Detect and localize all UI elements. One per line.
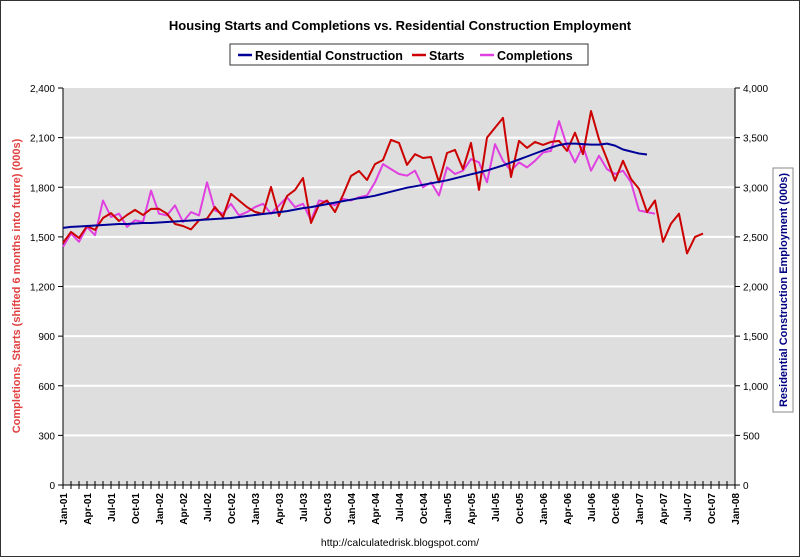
series-line-starts (62, 110, 704, 255)
x-tick-label: Jul-04 (395, 493, 406, 522)
y-axis-left-label: Completions, Starts (shifted 6 months in… (11, 138, 23, 433)
y-tick-label-left: 1,800 (30, 183, 55, 194)
x-tick-label: Apr-02 (179, 493, 190, 525)
legend-label-residential: Residential Construction (255, 49, 403, 63)
legend-label-completions: Completions (497, 49, 573, 63)
x-tick-label: Oct-02 (227, 493, 238, 525)
y-axis-right-label: Residential Construction Employment (000… (778, 173, 790, 407)
legend: Residential Construction Starts Completi… (229, 43, 589, 66)
x-tick-label: Jul-01 (107, 493, 118, 522)
x-tick-label: Oct-03 (323, 493, 334, 525)
x-tick-label: Jul-07 (683, 493, 694, 522)
x-tick-label: Jul-06 (587, 493, 598, 522)
chart-title: Housing Starts and Completions vs. Resid… (169, 18, 632, 33)
x-tick-label: Jan-06 (539, 493, 550, 525)
x-tick-label: Apr-05 (467, 493, 478, 525)
y-tick-label-right: 3,500 (743, 134, 768, 145)
x-tick-label: Apr-06 (563, 493, 574, 525)
x-tick-label: Jul-05 (491, 493, 502, 522)
y-tick-label-left: 0 (49, 481, 55, 492)
y-tick-label-left: 2,400 (30, 84, 55, 95)
y-tick-label-right: 3,000 (743, 183, 768, 194)
y-tick-label-right: 1,000 (743, 382, 768, 393)
x-tick-label: Jul-03 (299, 493, 310, 522)
y-tick-label-right: 4,000 (743, 84, 768, 95)
x-tick-label: Jan-01 (59, 493, 70, 525)
y-tick-label-left: 900 (38, 332, 55, 343)
y-tick-label-left: 300 (38, 431, 55, 442)
y-tick-label-right: 0 (743, 481, 749, 492)
footer-url: http://calculatedrisk.blogspot.com/ (321, 537, 479, 549)
x-tick-label: Oct-06 (611, 493, 622, 525)
legend-label-starts: Starts (429, 49, 464, 63)
x-tick-label: Oct-05 (515, 493, 526, 525)
x-tick-label: Jan-03 (251, 493, 262, 525)
x-tick-label: Jul-02 (203, 493, 214, 522)
y-tick-label-right: 500 (743, 431, 760, 442)
x-tick-label: Apr-07 (659, 493, 670, 525)
y-tick-label-left: 1,200 (30, 283, 55, 294)
x-tick-label: Apr-01 (83, 493, 94, 525)
x-tick-label: Oct-04 (419, 493, 430, 525)
x-tick-label: Jan-02 (155, 493, 166, 525)
x-tick-label: Jan-04 (347, 493, 358, 525)
x-tick-label: Apr-04 (371, 493, 382, 525)
x-tick-label: Oct-01 (131, 493, 142, 525)
y-axis-right-label-box: Residential Construction Employment (000… (772, 167, 794, 413)
x-tick-label: Apr-03 (275, 493, 286, 525)
x-tick-label: Jan-07 (635, 493, 646, 525)
y-tick-label-left: 2,100 (30, 134, 55, 145)
y-tick-label-right: 1,500 (743, 332, 768, 343)
x-tick-label: Jan-08 (731, 493, 742, 525)
y-tick-label-left: 600 (38, 382, 55, 393)
y-tick-label-left: 1,500 (30, 233, 55, 244)
y-tick-label-right: 2,500 (743, 233, 768, 244)
y-tick-label-right: 2,000 (743, 283, 768, 294)
x-tick-label: Jan-05 (443, 493, 454, 525)
series-line-residential-construction (62, 142, 648, 229)
x-tick-label: Oct-07 (707, 493, 718, 525)
